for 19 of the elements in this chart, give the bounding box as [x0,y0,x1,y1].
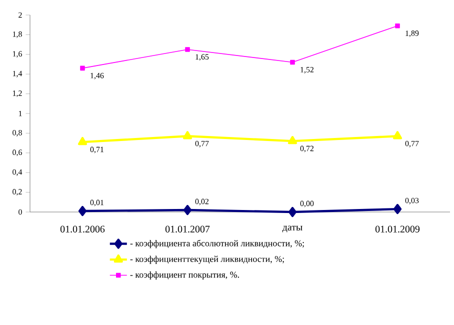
legend-label: - коэффициент покрытия, %. [130,271,239,280]
point [288,206,297,218]
point [78,136,88,146]
point [78,206,87,216]
point [80,66,85,71]
point [183,204,192,216]
legend-label: - коэффициента абсолютной ликвидности, %; [130,240,304,248]
x-tick-label: 01.01.2006 [60,226,105,233]
point [393,204,402,214]
x-tick-label: 01.01.2009 [375,226,420,233]
point [290,60,295,65]
point [395,23,400,28]
point [288,136,298,144]
x-tick-label: 01.01.2007 [165,226,210,233]
point [392,131,402,140]
x-tick-label: даты [282,226,302,232]
point [182,131,192,140]
point [185,47,190,52]
legend-label: - коэффициенттекущей ликвидности, %; [130,256,284,264]
